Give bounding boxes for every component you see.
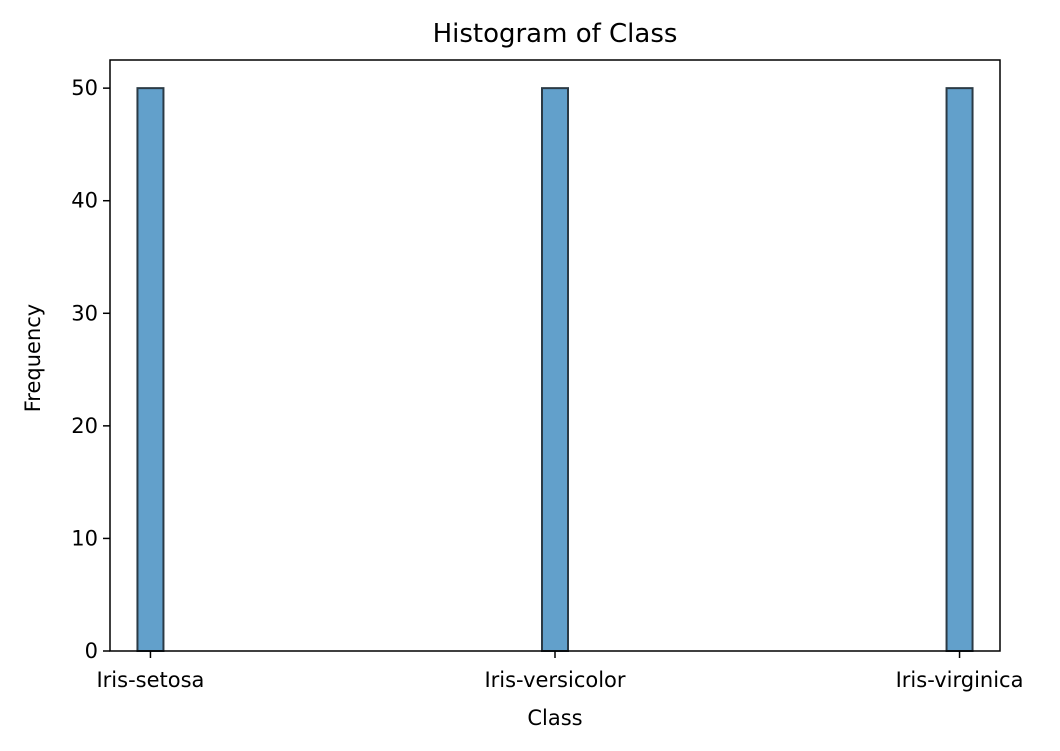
- x-axis-ticks: Iris-setosa Iris-versicolor Iris-virginica: [96, 651, 1023, 692]
- y-axis-label: Frequency: [21, 304, 45, 413]
- x-tick-label: Iris-versicolor: [484, 668, 625, 692]
- bar-iris-versicolor: [541, 87, 569, 652]
- y-tick-label: 0: [85, 639, 98, 663]
- y-tick-label: 20: [71, 414, 98, 438]
- x-tick-label: Iris-setosa: [96, 668, 204, 692]
- chart-title: Histogram of Class: [433, 19, 678, 49]
- y-tick-label: 30: [71, 301, 98, 325]
- bars-group: [136, 87, 974, 652]
- x-tick-label: Iris-virginica: [896, 668, 1024, 692]
- y-tick-label: 50: [71, 76, 98, 100]
- plot-area-frame: [109, 59, 1001, 652]
- y-axis-ticks: 0 10 20 30 40 50: [71, 76, 110, 663]
- y-tick-label: 40: [71, 189, 98, 213]
- bar-iris-virginica: [945, 87, 974, 652]
- x-axis-label: Class: [527, 706, 582, 730]
- y-tick-label: 10: [71, 526, 98, 550]
- bar-iris-setosa: [136, 87, 165, 652]
